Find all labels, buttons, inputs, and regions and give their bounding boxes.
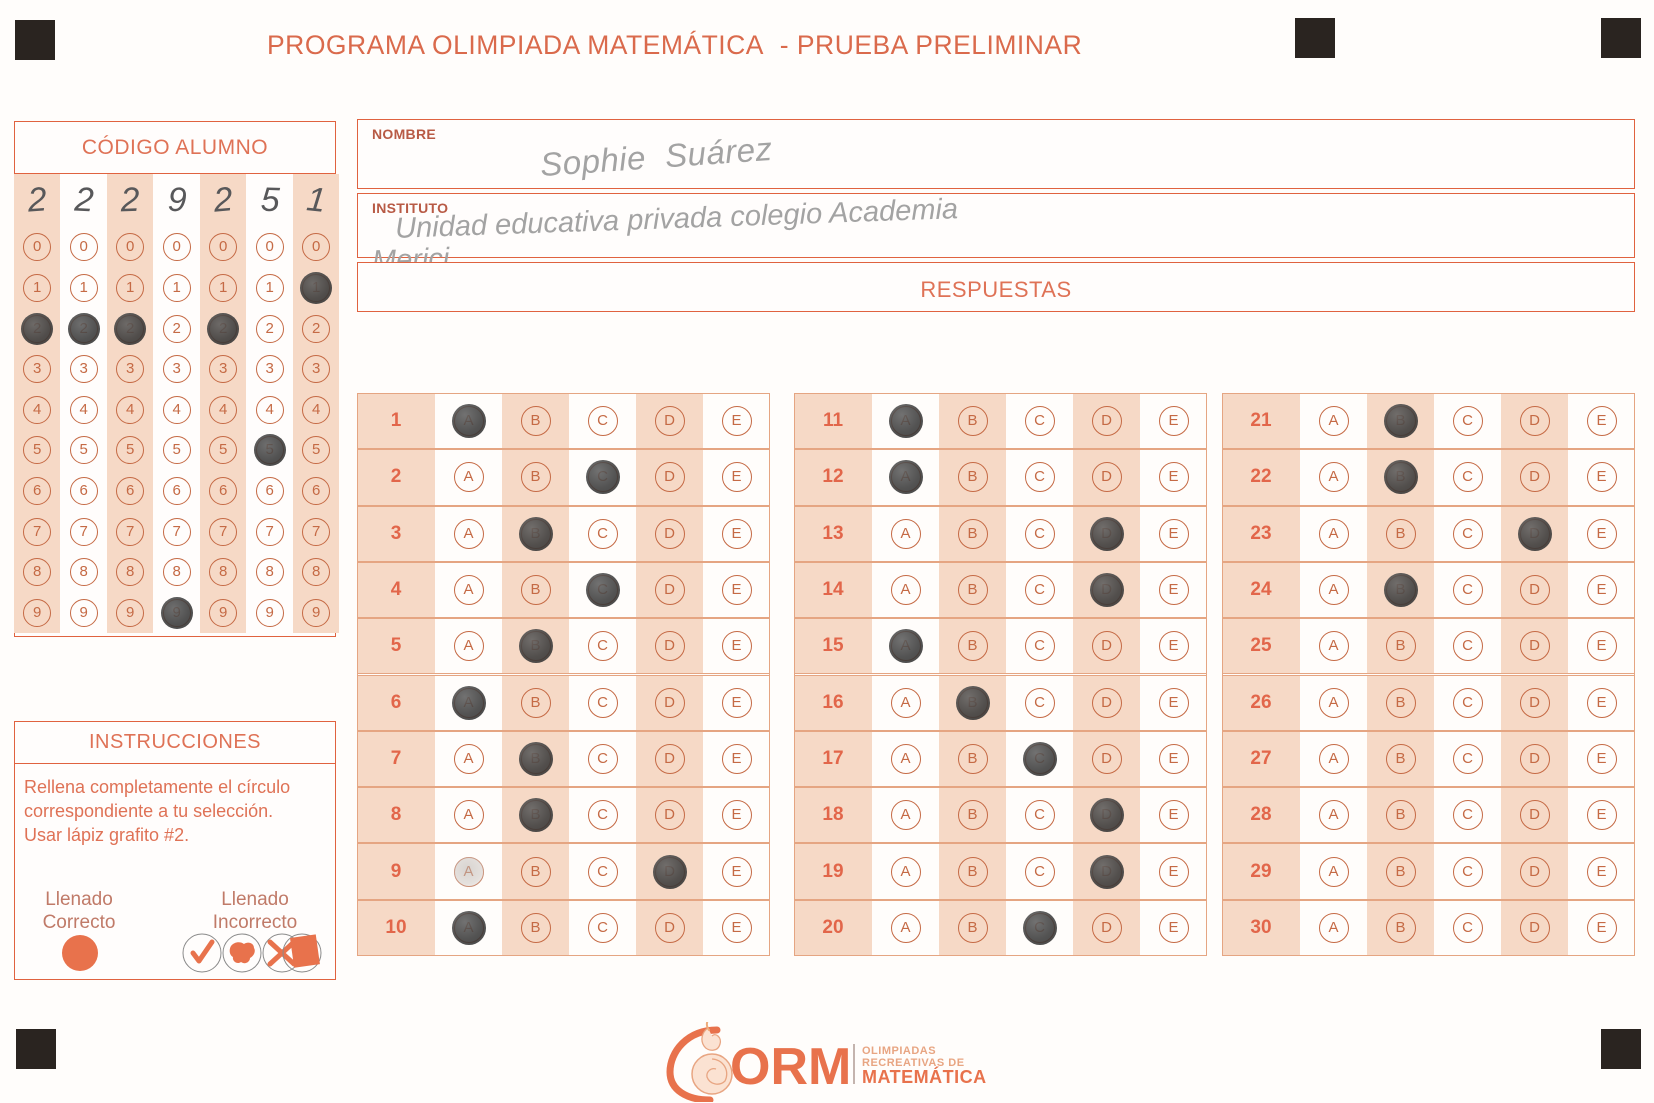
- svg-text:OLIMPIADAS: OLIMPIADAS: [862, 1045, 936, 1057]
- svg-text:MATEMÁTICA: MATEMÁTICA: [862, 1066, 987, 1087]
- svg-text:ORM: ORM: [730, 1038, 851, 1096]
